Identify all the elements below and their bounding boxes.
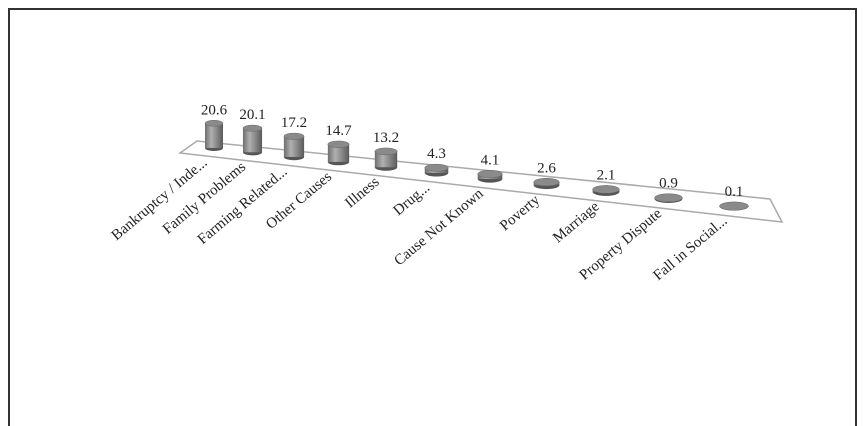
value-label: 0.9 — [659, 176, 678, 192]
value-label: 17.2 — [281, 115, 307, 131]
cylinder-top — [654, 193, 683, 203]
cylinder-top — [242, 124, 263, 132]
cylinder-top — [533, 178, 560, 187]
frame — [8, 8, 857, 426]
value-label: 4.1 — [481, 152, 500, 168]
value-label: 13.2 — [373, 130, 399, 146]
cylinder-top — [477, 170, 503, 178]
value-label: 4.3 — [427, 146, 446, 162]
cylinder-top — [374, 147, 398, 156]
bar — [374, 151, 398, 168]
bar — [283, 136, 305, 157]
bar — [205, 123, 223, 148]
value-label: 0.1 — [725, 184, 744, 200]
cylinder-top — [592, 185, 620, 194]
bar — [327, 144, 350, 162]
x-tick-label: Drug... — [391, 180, 434, 219]
x-tick-label: Illness — [342, 174, 382, 212]
cylinder-top — [424, 163, 449, 172]
cylinder-top — [204, 120, 224, 127]
value-label: 20.1 — [239, 107, 265, 123]
cylinder-top — [327, 140, 350, 148]
x-tick-label: Fall in Social... — [650, 213, 730, 284]
value-label: 20.6 — [201, 102, 228, 118]
cylinder-top — [283, 132, 305, 140]
cylinder-top — [719, 201, 749, 211]
x-tick-label: Poverty — [497, 192, 543, 235]
value-label: 2.1 — [597, 167, 616, 183]
bar — [242, 128, 263, 153]
value-label: 2.6 — [537, 160, 556, 176]
value-label: 14.7 — [325, 123, 352, 139]
x-tick-label: Marriage — [550, 198, 603, 246]
